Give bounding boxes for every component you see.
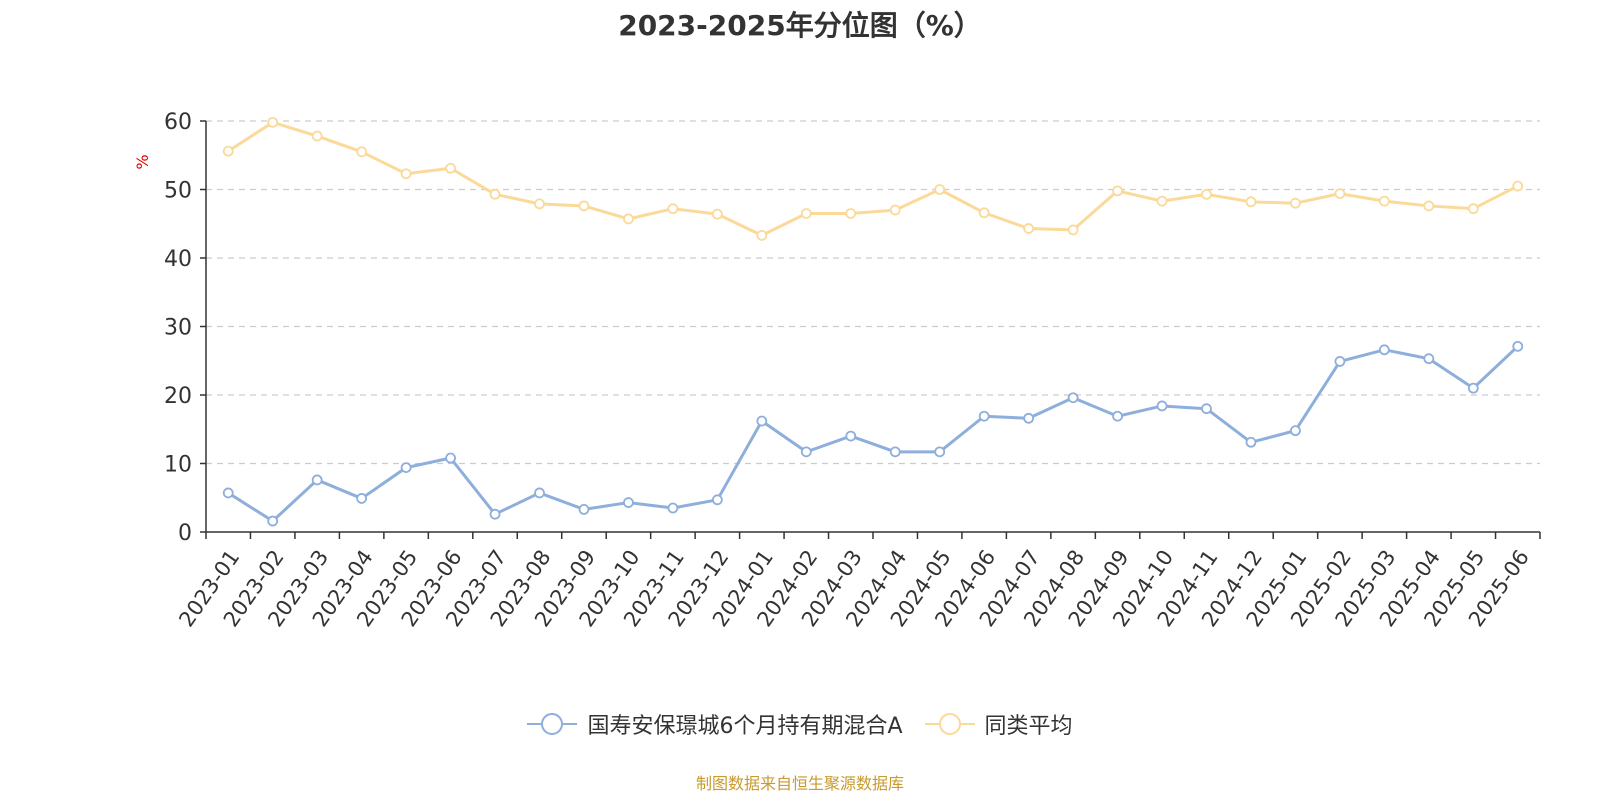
data-point-1[interactable] xyxy=(1112,185,1123,197)
data-point-1[interactable] xyxy=(1512,180,1524,192)
data-point-0[interactable] xyxy=(756,415,768,427)
legend: 国寿安保璟城6个月持有期混合A 同类平均 xyxy=(0,708,1600,740)
data-point-0[interactable] xyxy=(578,503,590,515)
data-point-1[interactable] xyxy=(267,116,279,128)
data-point-1[interactable] xyxy=(1290,197,1301,209)
data-point-0[interactable] xyxy=(1334,356,1346,367)
y-tick-label: 50 xyxy=(164,179,192,204)
data-point-1[interactable] xyxy=(623,213,634,225)
data-point-1[interactable] xyxy=(400,168,412,180)
data-point-1[interactable] xyxy=(845,208,857,219)
data-point-0[interactable] xyxy=(356,493,368,504)
y-tick-label: 40 xyxy=(164,247,192,272)
legend-label-fund: 国寿安保璟城6个月持有期混合A xyxy=(587,714,903,739)
data-point-0[interactable] xyxy=(978,410,990,422)
data-point-0[interactable] xyxy=(623,497,634,508)
data-point-1[interactable] xyxy=(1067,224,1079,236)
data-point-0[interactable] xyxy=(800,446,812,458)
data-point-0[interactable] xyxy=(222,487,234,499)
data-point-0[interactable] xyxy=(267,515,279,527)
source-note: 制图数据来自恒生聚源数据库 xyxy=(695,774,904,793)
chart-title: 2023-2025年分位图（%） xyxy=(618,9,982,42)
legend-label-average: 同类平均 xyxy=(984,714,1073,739)
series-line-0 xyxy=(227,345,1519,523)
data-point-1[interactable] xyxy=(756,229,768,241)
series-layer xyxy=(222,116,1524,527)
data-point-1[interactable] xyxy=(667,203,679,215)
data-point-1[interactable] xyxy=(800,208,812,219)
data-point-1[interactable] xyxy=(356,146,368,158)
data-point-0[interactable] xyxy=(1156,400,1168,412)
series-line-1 xyxy=(227,120,1519,237)
data-point-1[interactable] xyxy=(1201,188,1212,200)
data-point-1[interactable] xyxy=(489,188,501,200)
y-axis-label: % xyxy=(133,154,152,169)
data-point-0[interactable] xyxy=(1245,436,1257,448)
legend-marker-fund xyxy=(527,713,578,735)
legend-marker-average xyxy=(924,713,975,735)
data-point-1[interactable] xyxy=(1378,195,1390,207)
y-tick-label: 0 xyxy=(178,521,192,546)
data-point-1[interactable] xyxy=(889,204,901,216)
data-point-0[interactable] xyxy=(1067,392,1079,404)
data-point-1[interactable] xyxy=(934,184,946,195)
data-point-0[interactable] xyxy=(1023,412,1035,424)
data-point-0[interactable] xyxy=(1423,353,1435,365)
data-point-1[interactable] xyxy=(1023,223,1035,234)
data-point-1[interactable] xyxy=(978,207,990,219)
data-point-0[interactable] xyxy=(845,430,857,442)
data-point-1[interactable] xyxy=(445,162,456,174)
data-point-1[interactable] xyxy=(1467,203,1479,215)
data-point-1[interactable] xyxy=(1334,188,1346,200)
data-point-0[interactable] xyxy=(667,502,679,514)
data-point-0[interactable] xyxy=(1378,344,1390,356)
data-point-0[interactable] xyxy=(1290,425,1301,437)
data-point-1[interactable] xyxy=(534,198,545,210)
data-point-1[interactable] xyxy=(222,145,234,157)
y-tick-label: 30 xyxy=(164,316,192,341)
data-point-1[interactable] xyxy=(1156,195,1168,207)
legend-item-fund[interactable]: 国寿安保璟城6个月持有期混合A xyxy=(527,708,903,740)
data-point-1[interactable] xyxy=(578,200,590,212)
legend-item-average[interactable]: 同类平均 xyxy=(924,708,1073,740)
y-tick-label: 10 xyxy=(164,453,192,478)
data-point-0[interactable] xyxy=(1512,340,1524,352)
data-point-1[interactable] xyxy=(1245,196,1257,208)
data-point-0[interactable] xyxy=(311,474,323,486)
data-point-1[interactable] xyxy=(1423,200,1435,212)
data-point-0[interactable] xyxy=(711,494,723,506)
data-point-0[interactable] xyxy=(1112,410,1123,422)
data-point-0[interactable] xyxy=(889,446,901,458)
data-point-0[interactable] xyxy=(1467,382,1479,394)
data-point-0[interactable] xyxy=(934,446,946,458)
data-point-0[interactable] xyxy=(534,487,545,499)
data-point-1[interactable] xyxy=(311,130,323,142)
data-point-0[interactable] xyxy=(489,508,501,520)
y-tick-label: 20 xyxy=(164,384,192,409)
y-tick-label: 60 xyxy=(164,110,192,135)
data-point-0[interactable] xyxy=(445,452,456,464)
data-point-0[interactable] xyxy=(400,462,412,474)
data-point-1[interactable] xyxy=(711,208,723,220)
data-point-0[interactable] xyxy=(1201,403,1212,415)
